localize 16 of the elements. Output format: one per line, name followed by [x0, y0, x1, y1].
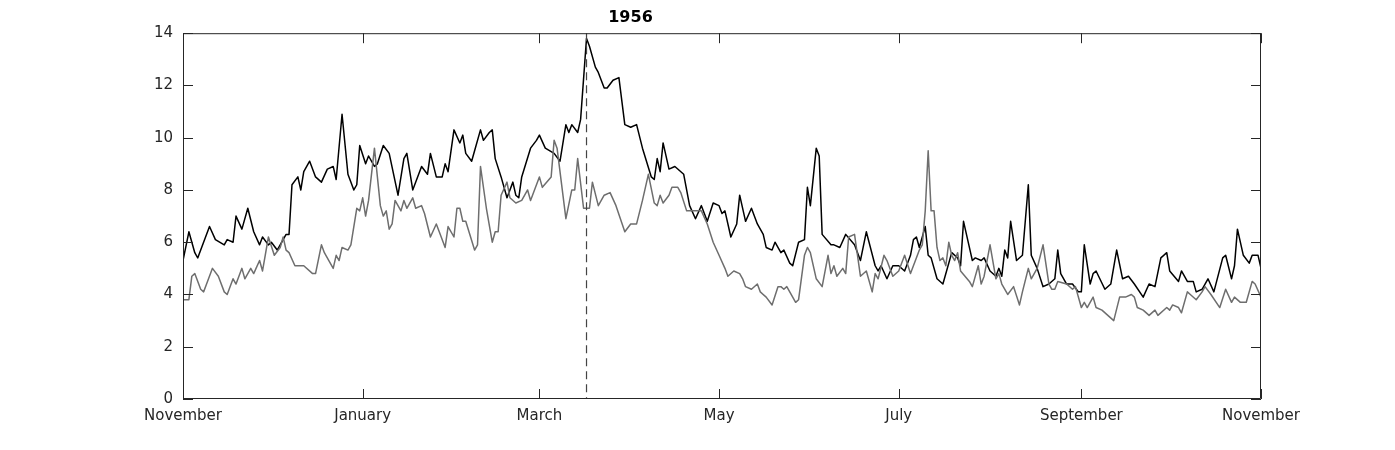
y-tick-label: 14 — [153, 23, 173, 42]
x-tick-label: November — [1221, 405, 1301, 424]
x-tick-label: September — [1039, 405, 1124, 424]
y-tick-label: 2 — [163, 336, 173, 355]
x-tick-label: July — [884, 405, 913, 424]
x-tick-label: May — [703, 405, 735, 424]
y-tick-label: 12 — [153, 75, 173, 94]
chart-title: 1956 — [608, 6, 653, 26]
x-tick-label: March — [516, 405, 563, 424]
y-tick-label: 4 — [163, 284, 173, 303]
y-tick-label: 10 — [153, 127, 173, 146]
y-tick-label: 0 — [163, 388, 173, 407]
x-tick-label: November — [143, 405, 223, 424]
y-tick-label: 8 — [163, 179, 173, 198]
y-tick-label: 6 — [163, 232, 173, 251]
x-tick-label: January — [333, 405, 392, 424]
